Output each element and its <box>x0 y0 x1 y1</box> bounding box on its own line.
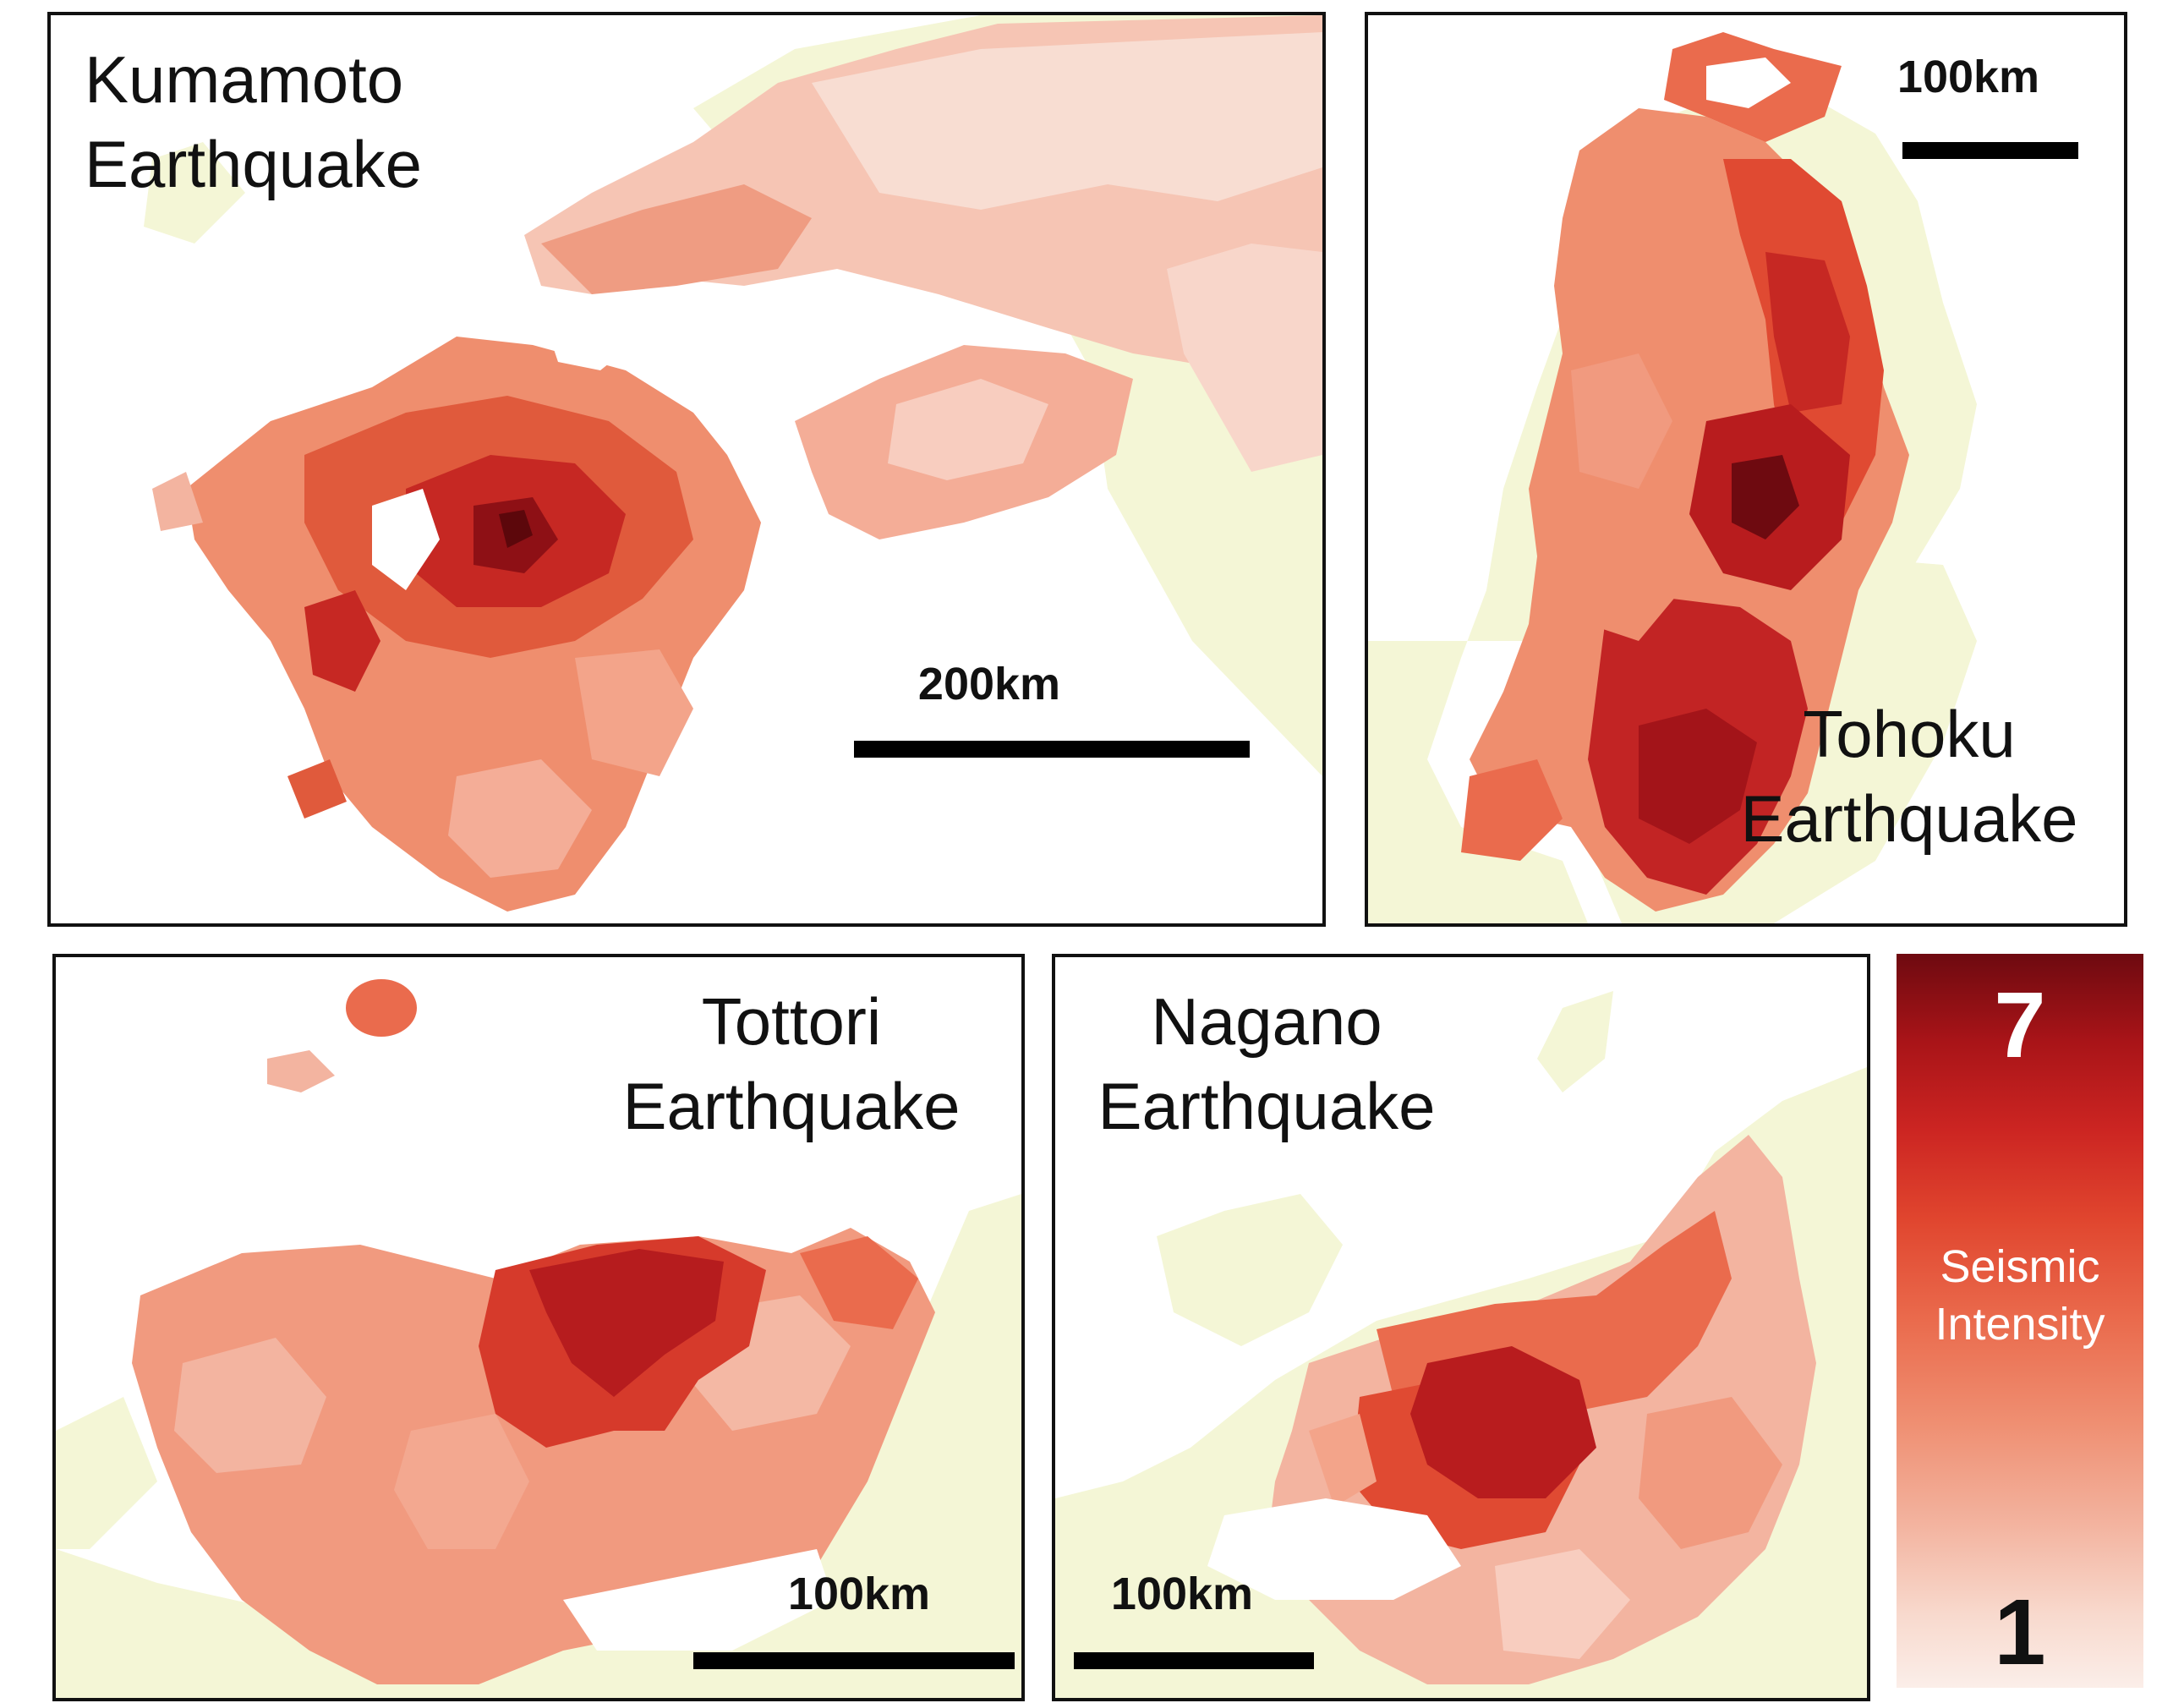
kumamoto-title-line2: Earthquake <box>85 127 422 201</box>
tottori-title-line1: Tottori <box>701 984 882 1059</box>
legend-title: Seismic Intensity <box>1897 1238 2143 1353</box>
nagano-title-line2: Earthquake <box>1097 1069 1436 1143</box>
nagano-title-line1: Nagano <box>1151 984 1382 1059</box>
tottori-title-line2: Earthquake <box>622 1069 961 1143</box>
legend-min-label: 1 <box>1994 1580 2046 1684</box>
kumamoto-title-line1: Kumamoto <box>85 42 404 117</box>
nagano-scale-label: 100km <box>1110 1569 1254 1619</box>
kumamoto-title: Kumamoto Earthquake <box>85 37 422 206</box>
tottori-title: Tottori Earthquake <box>580 979 1003 1148</box>
nagano-scale-line <box>1074 1652 1314 1669</box>
tohoku-title: Tohoku Earthquake <box>1706 692 2112 861</box>
kumamoto-scale-line <box>854 741 1250 758</box>
legend-max-label: 7 <box>1994 973 2046 1077</box>
tottori-map <box>56 979 1021 1698</box>
legend-title-line1: Seismic <box>1940 1241 2100 1292</box>
kumamoto-map-panel: Kumamoto Earthquake 200km <box>47 12 1326 927</box>
tohoku-title-line2: Earthquake <box>1740 781 2078 856</box>
tohoku-scale-label: 100km <box>1897 52 2040 102</box>
kumamoto-scale-label: 200km <box>917 659 1061 709</box>
tohoku-scale-line <box>1902 142 2078 159</box>
tottori-scale-line <box>693 1652 1015 1669</box>
seismic-intensity-legend: 7 Seismic Intensity 1 <box>1897 954 2143 1688</box>
tottori-scale-label: 100km <box>787 1569 931 1619</box>
nagano-title: Nagano Earthquake <box>1072 979 1461 1148</box>
legend-title-line2: Intensity <box>1935 1299 2105 1350</box>
nagano-map-panel: Nagano Earthquake 100km <box>1052 954 1870 1701</box>
tohoku-map-panel: Tohoku Earthquake 100km <box>1365 12 2127 927</box>
kumamoto-map <box>144 15 1322 912</box>
nagano-map <box>1055 991 1867 1698</box>
tohoku-map <box>1368 32 1977 923</box>
tottori-map-panel: Tottori Earthquake 100km <box>52 954 1025 1701</box>
tohoku-title-line1: Tohoku <box>1803 697 2016 771</box>
